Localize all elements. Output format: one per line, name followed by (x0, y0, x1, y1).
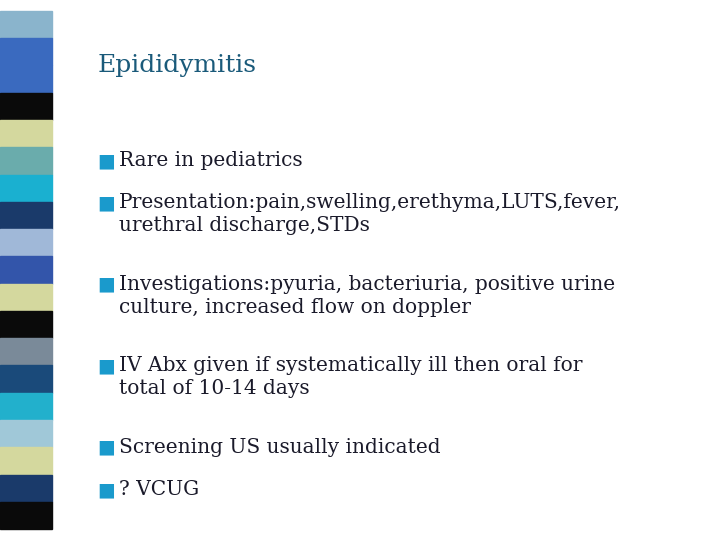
Text: ■: ■ (97, 275, 115, 294)
Text: ■: ■ (97, 356, 115, 375)
Text: ■: ■ (97, 438, 115, 457)
Text: ■: ■ (97, 480, 115, 499)
Text: Rare in pediatrics: Rare in pediatrics (119, 151, 302, 170)
Text: IV Abx given if systematically ill then oral for
total of 10-14 days: IV Abx given if systematically ill then … (119, 356, 582, 398)
Text: Epididymitis: Epididymitis (97, 54, 256, 77)
Text: ■: ■ (97, 193, 115, 212)
Text: ■: ■ (97, 151, 115, 170)
Text: Screening US usually indicated: Screening US usually indicated (119, 438, 441, 457)
Text: ? VCUG: ? VCUG (119, 480, 199, 499)
Text: Presentation:pain,swelling,erethyma,LUTS,fever,
urethral discharge,STDs: Presentation:pain,swelling,erethyma,LUTS… (119, 193, 621, 235)
Text: Investigations:pyuria, bacteriuria, positive urine
culture, increased flow on do: Investigations:pyuria, bacteriuria, posi… (119, 275, 615, 316)
